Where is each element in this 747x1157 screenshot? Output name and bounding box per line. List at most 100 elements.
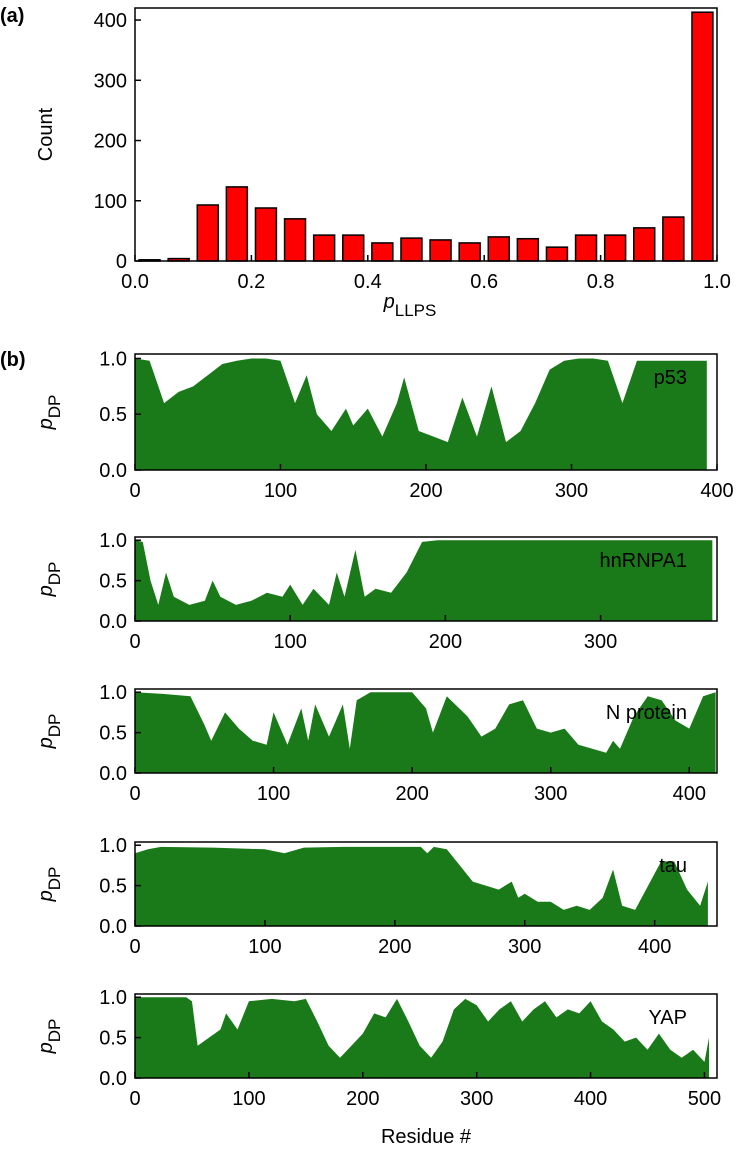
bar [662, 216, 685, 262]
protein-label: tau [659, 855, 687, 877]
bar [487, 236, 510, 262]
bar [225, 186, 249, 262]
x-tick-label: 200 [378, 936, 411, 958]
x-tick-label: 200 [395, 783, 428, 805]
x-tick-label: 0.4 [354, 271, 382, 293]
area [135, 997, 710, 1078]
x-tick-label: 0.6 [470, 271, 498, 293]
y-axis-label-main: p [35, 585, 57, 597]
y-tick-label: 0.0 [99, 460, 127, 482]
x-tick-label: 500 [688, 1088, 721, 1110]
y-axis-label-main: p [35, 1042, 57, 1054]
y-axis-label-main: p [35, 737, 57, 749]
protein-label: p53 [654, 367, 687, 389]
x-axis-label: Residue # [381, 1126, 472, 1148]
bar [254, 207, 278, 262]
bar [603, 234, 627, 262]
y-axis-label: Count [35, 107, 57, 161]
x-tick-label: 300 [534, 783, 567, 805]
x-tick-label: 100 [264, 480, 297, 502]
x-tick-label: 0 [129, 631, 140, 653]
y-tick-label: 100 [94, 191, 127, 213]
y-tick-label: 0.0 [99, 916, 127, 938]
y-axis-label-sub: DP [45, 1019, 64, 1043]
bar [371, 242, 394, 262]
x-tick-label: 300 [555, 480, 588, 502]
y-tick-label: 1.0 [99, 682, 127, 704]
area [135, 846, 708, 926]
protein-label: YAP [648, 1007, 687, 1029]
y-axis-label-sub: DP [45, 562, 64, 586]
y-tick-label: 200 [94, 131, 127, 153]
x-tick-label: 100 [248, 936, 281, 958]
x-tick-label: 0.8 [587, 271, 615, 293]
area [135, 358, 707, 470]
x-tick-label: 300 [460, 1088, 493, 1110]
y-tick-label: 400 [94, 10, 127, 32]
x-axis-label-main: p [383, 291, 395, 313]
bar [574, 234, 598, 262]
panel-label: (b) [0, 349, 26, 371]
x-tick-label: 300 [584, 631, 617, 653]
y-axis-label-main: p [35, 890, 57, 902]
y-tick-label: 0.5 [99, 723, 127, 745]
axes-frame [134, 841, 718, 927]
protein-label: hnRNPA1 [600, 550, 687, 572]
y-axis-label: pDP [35, 1019, 64, 1055]
x-tick-label: 200 [346, 1088, 379, 1110]
y-axis-label: pDP [35, 395, 64, 431]
bar [196, 204, 219, 262]
x-tick-label: 200 [429, 631, 462, 653]
y-tick-label: 0.0 [99, 763, 127, 785]
y-tick-label: 1.0 [99, 348, 127, 370]
area [135, 692, 716, 773]
axes-frame [134, 993, 718, 1079]
x-tick-label: 0 [129, 936, 140, 958]
area [135, 540, 713, 621]
x-tick-label: 0.0 [121, 271, 149, 293]
x-tick-label: 0 [129, 783, 140, 805]
x-tick-label: 400 [574, 1088, 607, 1110]
x-tick-label: 0.2 [237, 271, 265, 293]
bar [342, 234, 365, 262]
x-tick-label: 100 [232, 1088, 265, 1110]
bar [691, 11, 714, 262]
x-axis-label-sub: LLPS [395, 301, 437, 320]
bar [458, 242, 481, 262]
y-axis-label-sub: DP [45, 867, 64, 891]
y-tick-label: 1.0 [99, 987, 127, 1009]
y-axis-label: pDP [35, 867, 64, 903]
x-tick-label: 400 [673, 783, 706, 805]
y-tick-label: 0.5 [99, 1028, 127, 1050]
y-axis-label: pDP [35, 714, 64, 750]
bar [429, 239, 452, 262]
y-tick-label: 0.0 [99, 1068, 127, 1090]
y-tick-label: 1.0 [99, 835, 127, 857]
bar [545, 246, 569, 262]
y-tick-label: 0.0 [99, 611, 127, 633]
axes-frame [134, 7, 718, 262]
x-tick-label: 0 [129, 480, 140, 502]
axes-frame [134, 536, 718, 622]
x-tick-label: 0 [129, 1088, 140, 1110]
x-tick-label: 100 [274, 631, 307, 653]
y-tick-label: 0.5 [99, 571, 127, 593]
bar [633, 227, 656, 262]
x-tick-label: 400 [700, 480, 733, 502]
y-axis-label: pDP [35, 562, 64, 598]
y-tick-label: 0 [116, 251, 127, 273]
axes-frame [134, 688, 718, 774]
panel-label: (a) [0, 5, 24, 27]
y-axis-label-sub: DP [45, 714, 64, 738]
y-axis-label-sub: DP [45, 395, 64, 419]
x-tick-label: 1.0 [703, 271, 731, 293]
y-tick-label: 300 [94, 70, 127, 92]
y-axis-label-main: p [35, 418, 57, 430]
x-tick-label: 100 [257, 783, 290, 805]
bar [400, 237, 423, 262]
x-tick-label: 300 [508, 936, 541, 958]
bar [283, 218, 307, 262]
protein-label: N protein [606, 702, 687, 724]
bar [312, 234, 336, 262]
